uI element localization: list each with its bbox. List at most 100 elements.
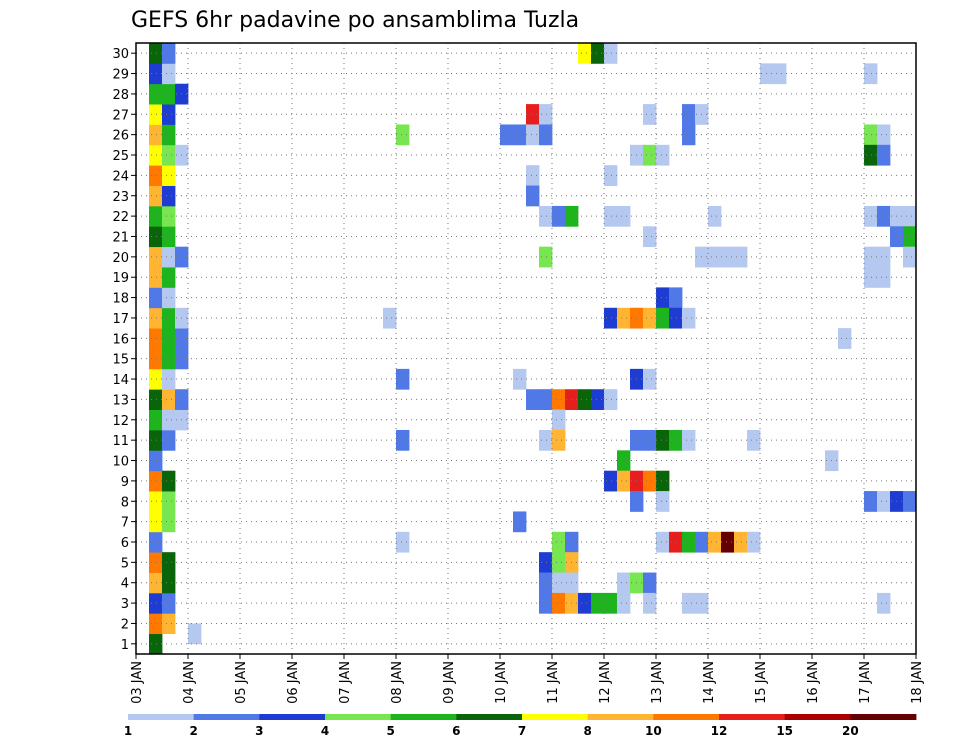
y-tick-label: 26: [112, 129, 129, 144]
y-tick-label: 12: [112, 414, 129, 429]
precip-cell: [513, 511, 527, 533]
precip-cell: [396, 368, 410, 390]
precipitation-cells: [149, 43, 960, 654]
precip-cell: [162, 185, 176, 207]
precip-cell: [539, 124, 553, 146]
x-tick-label: 06 JAN: [286, 661, 301, 704]
precip-cell: [149, 633, 163, 654]
precip-cell: [656, 470, 670, 492]
y-tick-label: 11: [112, 434, 129, 449]
x-tick-label: 16 JAN: [806, 661, 821, 704]
precip-cell: [604, 592, 618, 614]
precip-cell: [877, 267, 891, 288]
precip-cell: [149, 450, 163, 472]
y-tick-label: 3: [121, 597, 129, 612]
precip-cell: [162, 511, 176, 533]
precip-cell: [682, 429, 696, 451]
precip-cell: [149, 165, 163, 186]
precip-cell: [682, 307, 696, 329]
precip-cell: [526, 165, 540, 186]
colorbar-label: 3: [255, 724, 263, 738]
precip-cell: [643, 226, 657, 248]
colorbar-swatch: [719, 714, 786, 720]
precip-cell: [162, 613, 176, 635]
precip-cell: [617, 307, 631, 329]
precip-cell: [643, 144, 657, 166]
precip-cell: [864, 124, 878, 146]
colorbar-swatch: [850, 714, 917, 720]
y-tick-label: 24: [112, 169, 129, 184]
precip-cell: [149, 409, 163, 431]
colorbar-label: 15: [776, 724, 793, 738]
precip-cell: [864, 63, 878, 85]
precip-cell: [162, 104, 176, 125]
precip-cell: [149, 307, 163, 329]
precip-cell: [864, 246, 878, 268]
precip-cell: [643, 307, 657, 329]
precip-cell: [656, 287, 670, 309]
precip-cell: [149, 531, 163, 553]
precip-cell: [578, 389, 592, 410]
y-tick-label: 21: [112, 230, 129, 245]
colorbar-swatch: [390, 714, 457, 720]
precip-cell: [604, 307, 618, 329]
x-tick-label: 11 JAN: [546, 661, 561, 704]
precip-cell: [721, 531, 735, 553]
precip-cell: [539, 572, 553, 594]
precip-cell: [916, 226, 929, 247]
precip-cell: [188, 623, 202, 645]
precip-cell: [929, 287, 942, 308]
precip-cell: [539, 592, 553, 614]
colorbar-swatch: [259, 714, 326, 720]
colorbar-swatch: [456, 714, 523, 720]
precip-cell: [162, 63, 176, 85]
precip-cell: [552, 552, 566, 573]
precip-cell: [929, 226, 942, 247]
precip-cell: [721, 43, 735, 44]
x-tick-label: 15 JAN: [754, 661, 769, 704]
precip-cell: [864, 491, 878, 512]
precip-cell: [669, 307, 683, 329]
precip-cell: [955, 491, 960, 512]
precip-cell: [747, 429, 761, 451]
colorbar-label: 7: [518, 724, 526, 738]
y-tick-label: 8: [121, 495, 129, 510]
precip-cell: [617, 592, 631, 614]
y-tick-label: 5: [121, 556, 129, 571]
precip-cell: [162, 205, 176, 227]
precip-cell: [656, 429, 670, 451]
precip-cell: [669, 287, 683, 309]
y-tick-label: 13: [112, 393, 129, 408]
grid-lines: [136, 43, 916, 654]
precip-cell: [903, 491, 916, 512]
precip-cell: [682, 531, 696, 553]
x-tick-label: 08 JAN: [390, 661, 405, 704]
precip-cell: [682, 124, 696, 146]
precip-cell: [396, 429, 410, 451]
y-tick-label: 25: [112, 149, 129, 164]
precip-cell: [591, 389, 605, 410]
colorbar-label: 5: [386, 724, 394, 738]
colorbar-label: 2: [189, 724, 197, 738]
precip-cell: [838, 43, 852, 44]
y-tick-label: 28: [112, 88, 129, 103]
precip-cell: [526, 185, 540, 207]
precip-cell: [149, 287, 163, 309]
precip-cell: [162, 470, 176, 492]
precip-cell: [149, 246, 163, 268]
precip-cell: [864, 267, 878, 288]
x-tick-label: 07 JAN: [338, 661, 353, 704]
precip-cell: [708, 205, 722, 227]
precip-cell: [851, 43, 865, 44]
precip-cell: [656, 491, 670, 512]
precip-cell: [162, 592, 176, 614]
x-tick-label: 03 JAN: [130, 661, 145, 704]
colorbar-swatch: [587, 714, 654, 720]
precip-cell: [552, 205, 566, 227]
colorbar-swatch: [128, 714, 195, 720]
precip-cell: [656, 144, 670, 166]
plot-frame: [135, 42, 917, 655]
precip-cell: [617, 450, 631, 472]
y-tick-label: 19: [112, 271, 129, 286]
